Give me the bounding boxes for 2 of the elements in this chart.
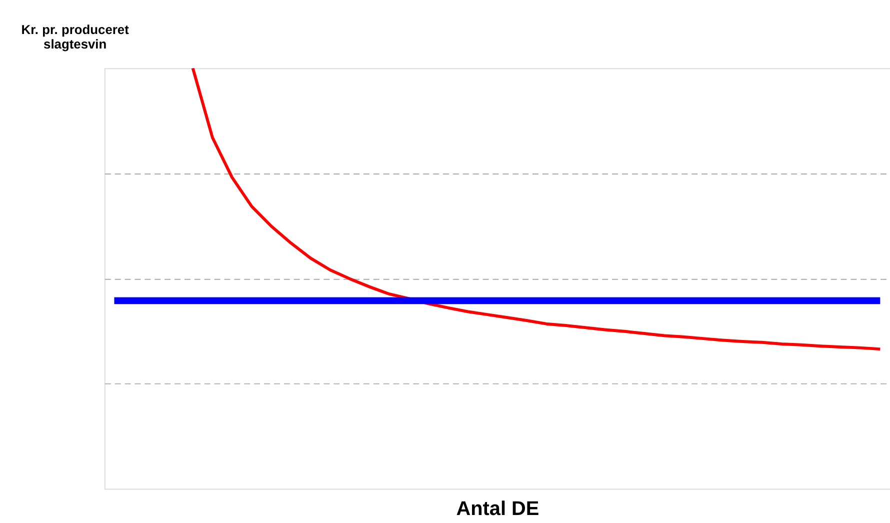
y-axis-title: Kr. pr. produceret slagtesvin [21,22,130,52]
x-axis-title: Antal DE [456,498,540,520]
